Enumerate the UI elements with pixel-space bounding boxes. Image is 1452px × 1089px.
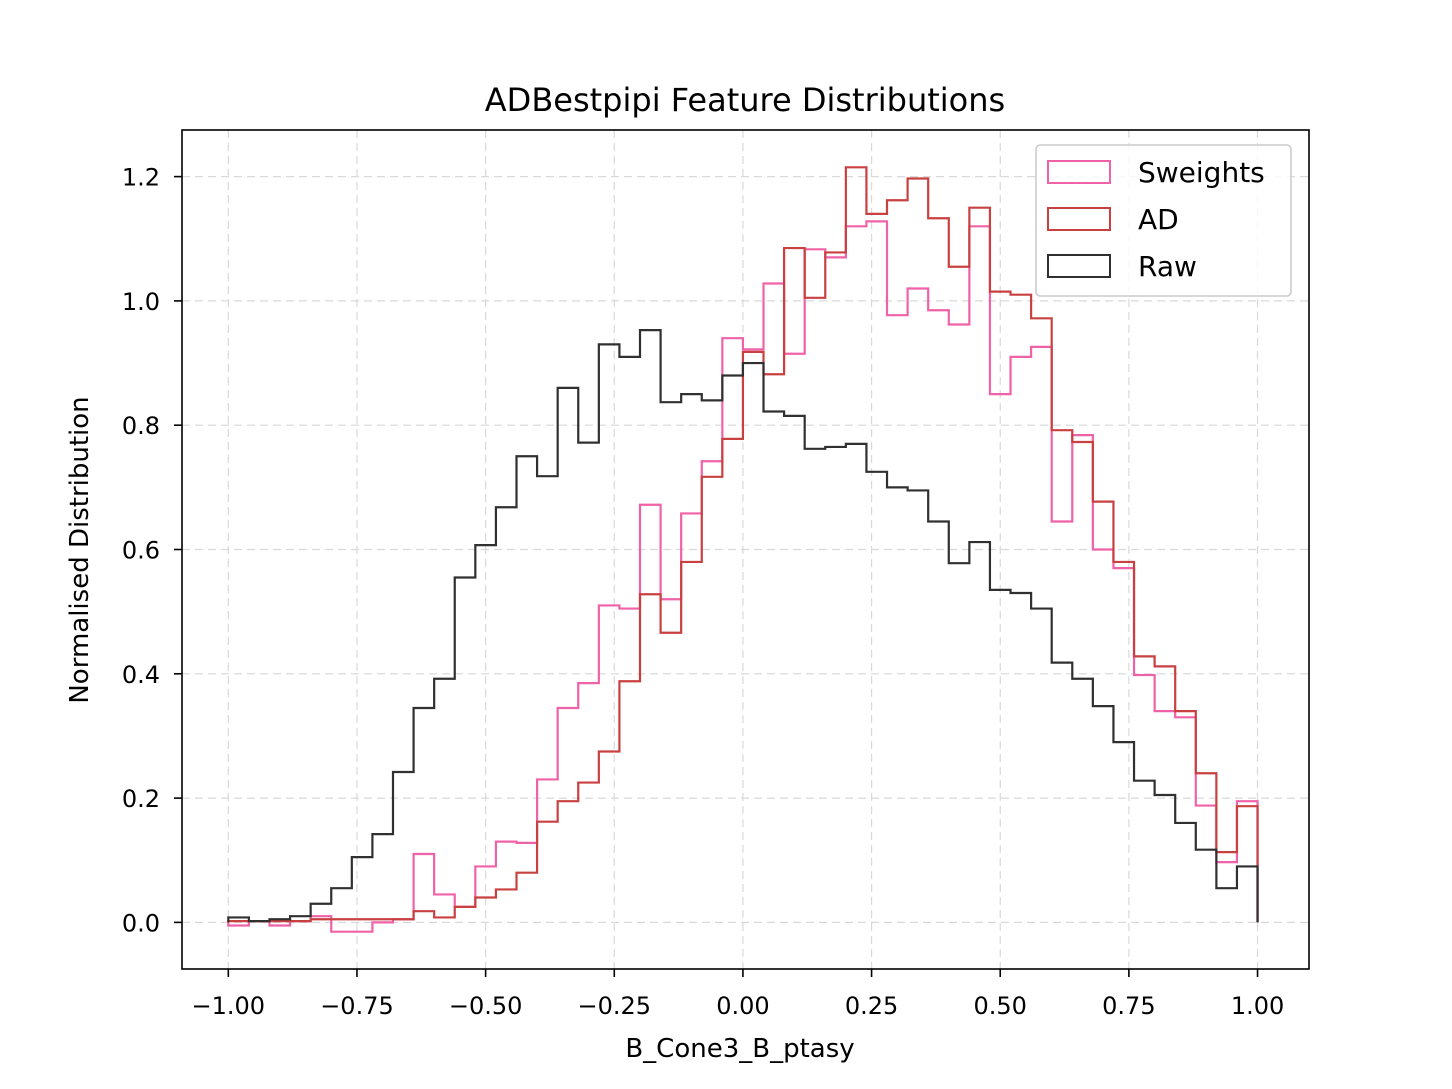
x-tick-label: 1.00 xyxy=(1231,992,1284,1020)
x-axis-label: B_Cone3_B_ptasy xyxy=(625,1034,854,1064)
x-tick-label: −1.00 xyxy=(192,992,266,1020)
x-tick-label: −0.75 xyxy=(320,992,394,1020)
y-tick-label: 0.4 xyxy=(122,661,160,689)
legend-label-sweights: Sweights xyxy=(1138,156,1265,189)
y-tick-label: 1.0 xyxy=(122,288,160,316)
x-tick-label: 0.00 xyxy=(716,992,769,1020)
y-tick-label: 0.0 xyxy=(122,909,160,937)
series-ad-step-line xyxy=(227,166,1259,923)
y-axis-label: Normalised Distribution xyxy=(65,396,95,703)
x-tick-label: 0.50 xyxy=(974,992,1027,1020)
x-tick-label: 0.75 xyxy=(1102,992,1155,1020)
series-raw-step-line xyxy=(227,329,1259,923)
legend-swatch-sweights xyxy=(1047,160,1111,184)
legend-label-raw: Raw xyxy=(1138,250,1197,283)
y-axis-ticks: 0.0 0.2 0.4 0.6 0.8 1.0 1.2 xyxy=(122,164,182,937)
x-tick-label: −0.50 xyxy=(449,992,523,1020)
y-tick-label: 0.8 xyxy=(122,412,160,440)
series-layer xyxy=(227,166,1259,933)
legend-swatch-ad xyxy=(1047,207,1111,231)
y-tick-label: 0.6 xyxy=(122,537,160,565)
x-tick-label: −0.25 xyxy=(578,992,652,1020)
legend-label-ad: AD xyxy=(1138,203,1179,236)
x-tick-label: 0.25 xyxy=(845,992,898,1020)
y-tick-label: 1.2 xyxy=(122,164,160,192)
x-axis-ticks: −1.00 −0.75 −0.50 −0.25 0.00 0.25 0.50 0.75 1.00 xyxy=(192,969,1284,1020)
chart-title: ADBestpipi Feature Distributions xyxy=(485,81,1005,119)
legend-swatch-raw xyxy=(1047,254,1111,278)
legend: Sweights AD Raw xyxy=(1035,144,1292,297)
y-tick-label: 0.2 xyxy=(122,785,160,813)
